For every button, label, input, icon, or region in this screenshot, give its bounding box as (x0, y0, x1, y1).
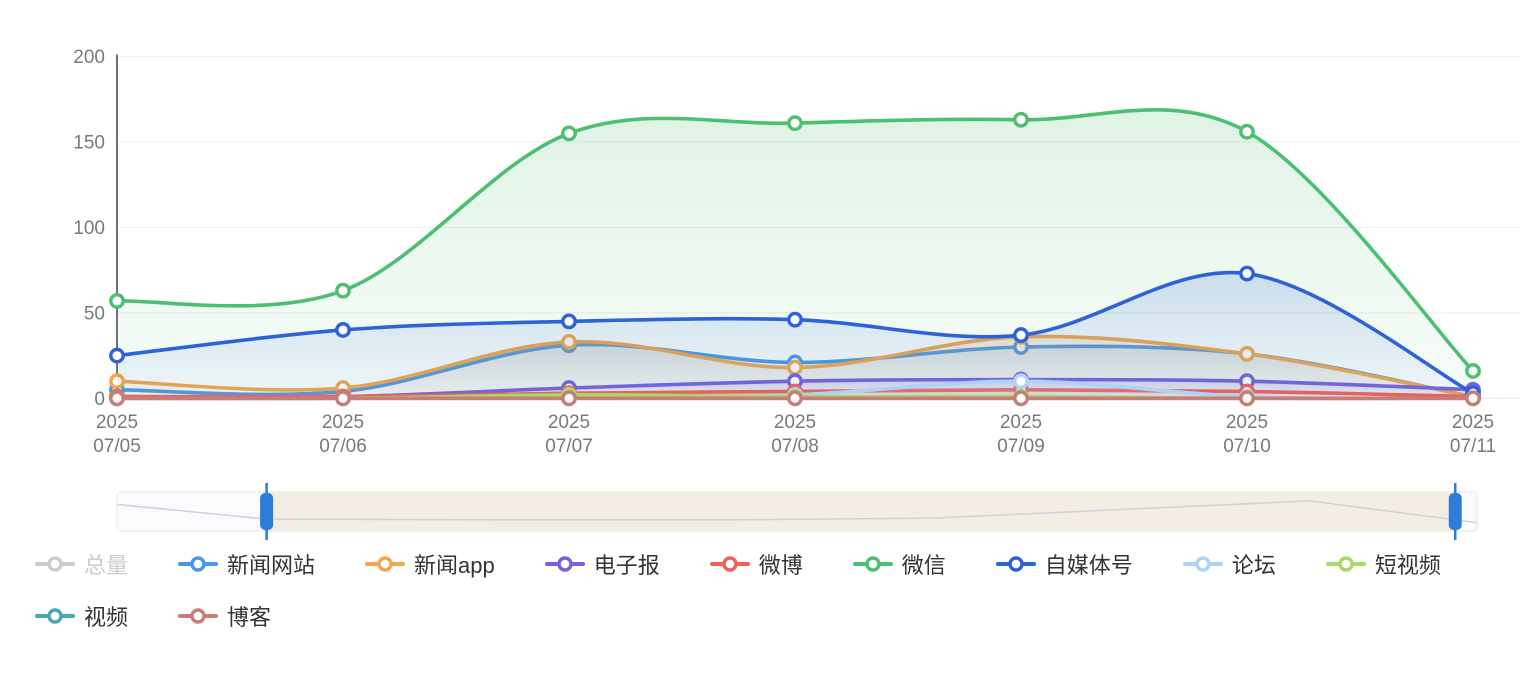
legend-marker-icon (35, 608, 75, 624)
series-自媒体号 (109, 265, 1481, 402)
data-point-marker (1239, 265, 1255, 282)
legend-marker-icon (35, 556, 75, 572)
slider-handle-left[interactable] (260, 493, 274, 530)
data-point-marker (1013, 111, 1029, 128)
legend-item-短视频[interactable]: 短视频 (1325, 548, 1441, 580)
legend-item-微信[interactable]: 微信 (852, 548, 946, 580)
legend-marker-icon (709, 556, 750, 572)
legend-marker-icon (178, 608, 219, 624)
line-chart: 0 50 100 150 200 2025 07/05 2025 07/06 2025 07/07 2… (73, 47, 1520, 540)
legend-item-博客[interactable]: 博客 (178, 600, 271, 632)
legend-label: 论坛 (1231, 553, 1276, 578)
legend-marker-icon (544, 556, 585, 572)
legend-item-视频[interactable]: 视频 (35, 600, 128, 632)
data-point-marker (787, 115, 803, 132)
legend-item-总量[interactable]: 总量 (35, 548, 128, 580)
legend-item-微博[interactable]: 微博 (709, 548, 803, 580)
legend-item-新闻app[interactable]: 新闻app (365, 548, 495, 580)
data-point-marker (109, 292, 125, 309)
data-point-marker (561, 125, 577, 142)
legend-marker-icon (852, 556, 893, 572)
data-point-marker (335, 282, 351, 299)
legend-label: 博客 (227, 605, 272, 630)
data-point-marker (787, 390, 803, 407)
legend: 总量 新闻网站 新闻app 电子报 微博 微信 自媒体号 论坛 短视频视频 博客 (0, 548, 1535, 632)
slider-handle-right[interactable] (1448, 493, 1462, 530)
data-point-marker (1013, 327, 1029, 343)
data-point-marker (1239, 123, 1255, 140)
data-point-marker (561, 313, 577, 330)
data-point-marker (109, 347, 125, 364)
legend-label: 短视频 (1374, 553, 1441, 578)
data-point-marker (1013, 373, 1029, 390)
series-area (117, 381, 1473, 399)
data-point-marker (1465, 363, 1481, 379)
legend-marker-icon (1325, 556, 1366, 572)
legend-marker-icon (178, 556, 219, 572)
y-axis-tick-label: 100 (73, 218, 105, 239)
x-axis-tick-label: 2025 07/08 (771, 412, 819, 457)
legend-label: 视频 (84, 605, 129, 630)
legend-label: 电子报 (593, 553, 660, 578)
legend-label: 微博 (758, 553, 803, 578)
legend-label: 微信 (901, 553, 946, 578)
legend-marker-icon (1182, 556, 1223, 572)
x-axis-tick-label: 2025 07/07 (545, 412, 593, 457)
legend-item-电子报[interactable]: 电子报 (544, 548, 660, 580)
legend-item-自媒体号[interactable]: 自媒体号 (995, 548, 1133, 580)
data-point-marker (109, 390, 125, 407)
data-point-marker (1013, 390, 1029, 407)
x-axis-tick-label: 2025 07/05 (93, 412, 141, 457)
y-axis-tick-label: 150 (73, 132, 105, 153)
data-point-marker (561, 390, 577, 407)
legend-label: 总量 (84, 553, 129, 578)
legend-marker-icon (365, 556, 406, 572)
legend-marker-icon (995, 556, 1036, 572)
legend-label: 新闻网站 (227, 553, 316, 578)
legend-label: 自媒体号 (1044, 553, 1133, 578)
data-point-marker (1465, 390, 1481, 407)
legend-item-新闻网站[interactable]: 新闻网站 (178, 548, 315, 580)
legend-item-论坛[interactable]: 论坛 (1182, 548, 1276, 580)
data-point-marker (335, 390, 351, 407)
series-博客 (109, 390, 1481, 407)
slider-selected-range[interactable] (266, 492, 1456, 531)
data-point-marker (335, 322, 351, 338)
x-axis-tick-label: 2025 07/06 (319, 412, 367, 457)
y-axis-tick-label: 0 (94, 389, 105, 410)
y-axis-tick-label: 200 (73, 47, 105, 68)
x-axis-tick-label: 2025 07/10 (1223, 412, 1271, 457)
x-axis-tick-label: 2025 07/11 (1450, 412, 1496, 457)
data-point-marker (1239, 390, 1255, 407)
legend-label: 新闻app (414, 553, 495, 578)
x-axis-tick-label: 2025 07/09 (997, 412, 1045, 457)
datazoom-slider[interactable] (116, 483, 1478, 540)
y-axis-tick-label: 50 (84, 303, 105, 324)
series-area (117, 272, 1473, 399)
data-point-marker (787, 311, 803, 328)
